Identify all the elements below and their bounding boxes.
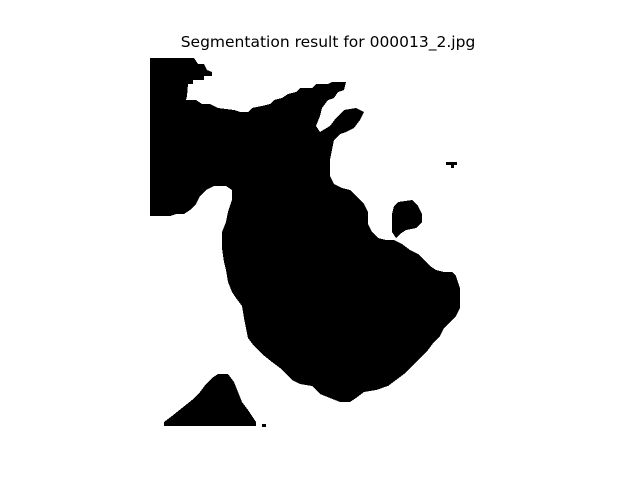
mask-region-speck-right: [446, 162, 457, 165]
mask-region-bottom-speck: [262, 424, 266, 427]
mask-region-main: [150, 58, 460, 402]
mask-region-blob-right: [392, 200, 422, 238]
mask-region-bottom: [164, 374, 256, 426]
mask-region-speck-right-tail: [451, 165, 454, 168]
figure-title: Segmentation result for 000013_2.jpg: [180, 33, 476, 51]
